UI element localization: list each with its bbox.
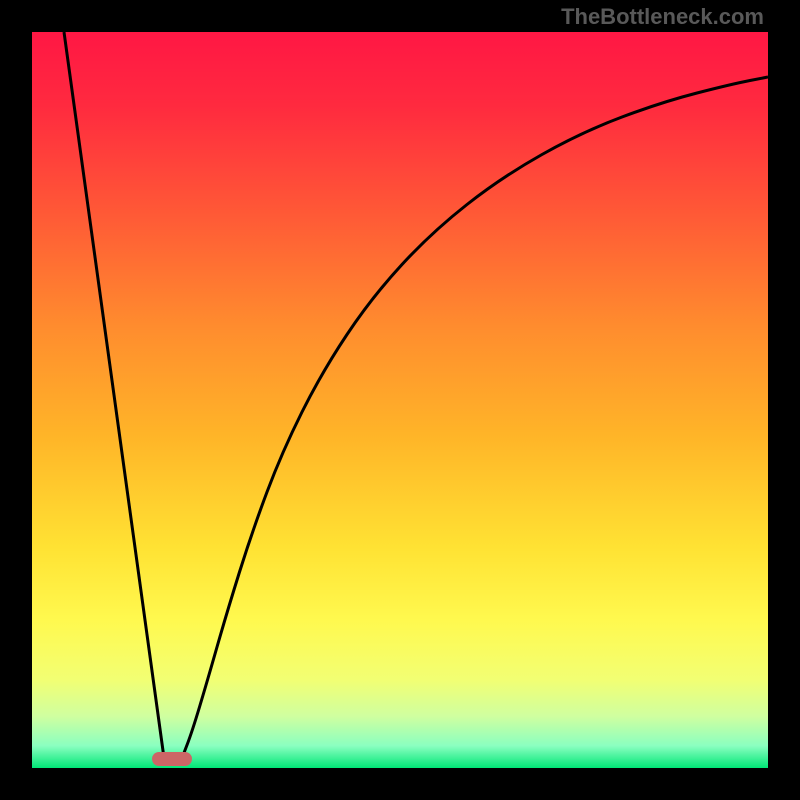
plot-area [32,32,768,768]
left-line-segment [64,32,164,758]
minimum-marker [152,752,192,766]
watermark-text: TheBottleneck.com [561,4,764,30]
curve-overlay [32,32,768,768]
chart-container: TheBottleneck.com [0,0,800,800]
right-curve-segment [182,77,768,758]
